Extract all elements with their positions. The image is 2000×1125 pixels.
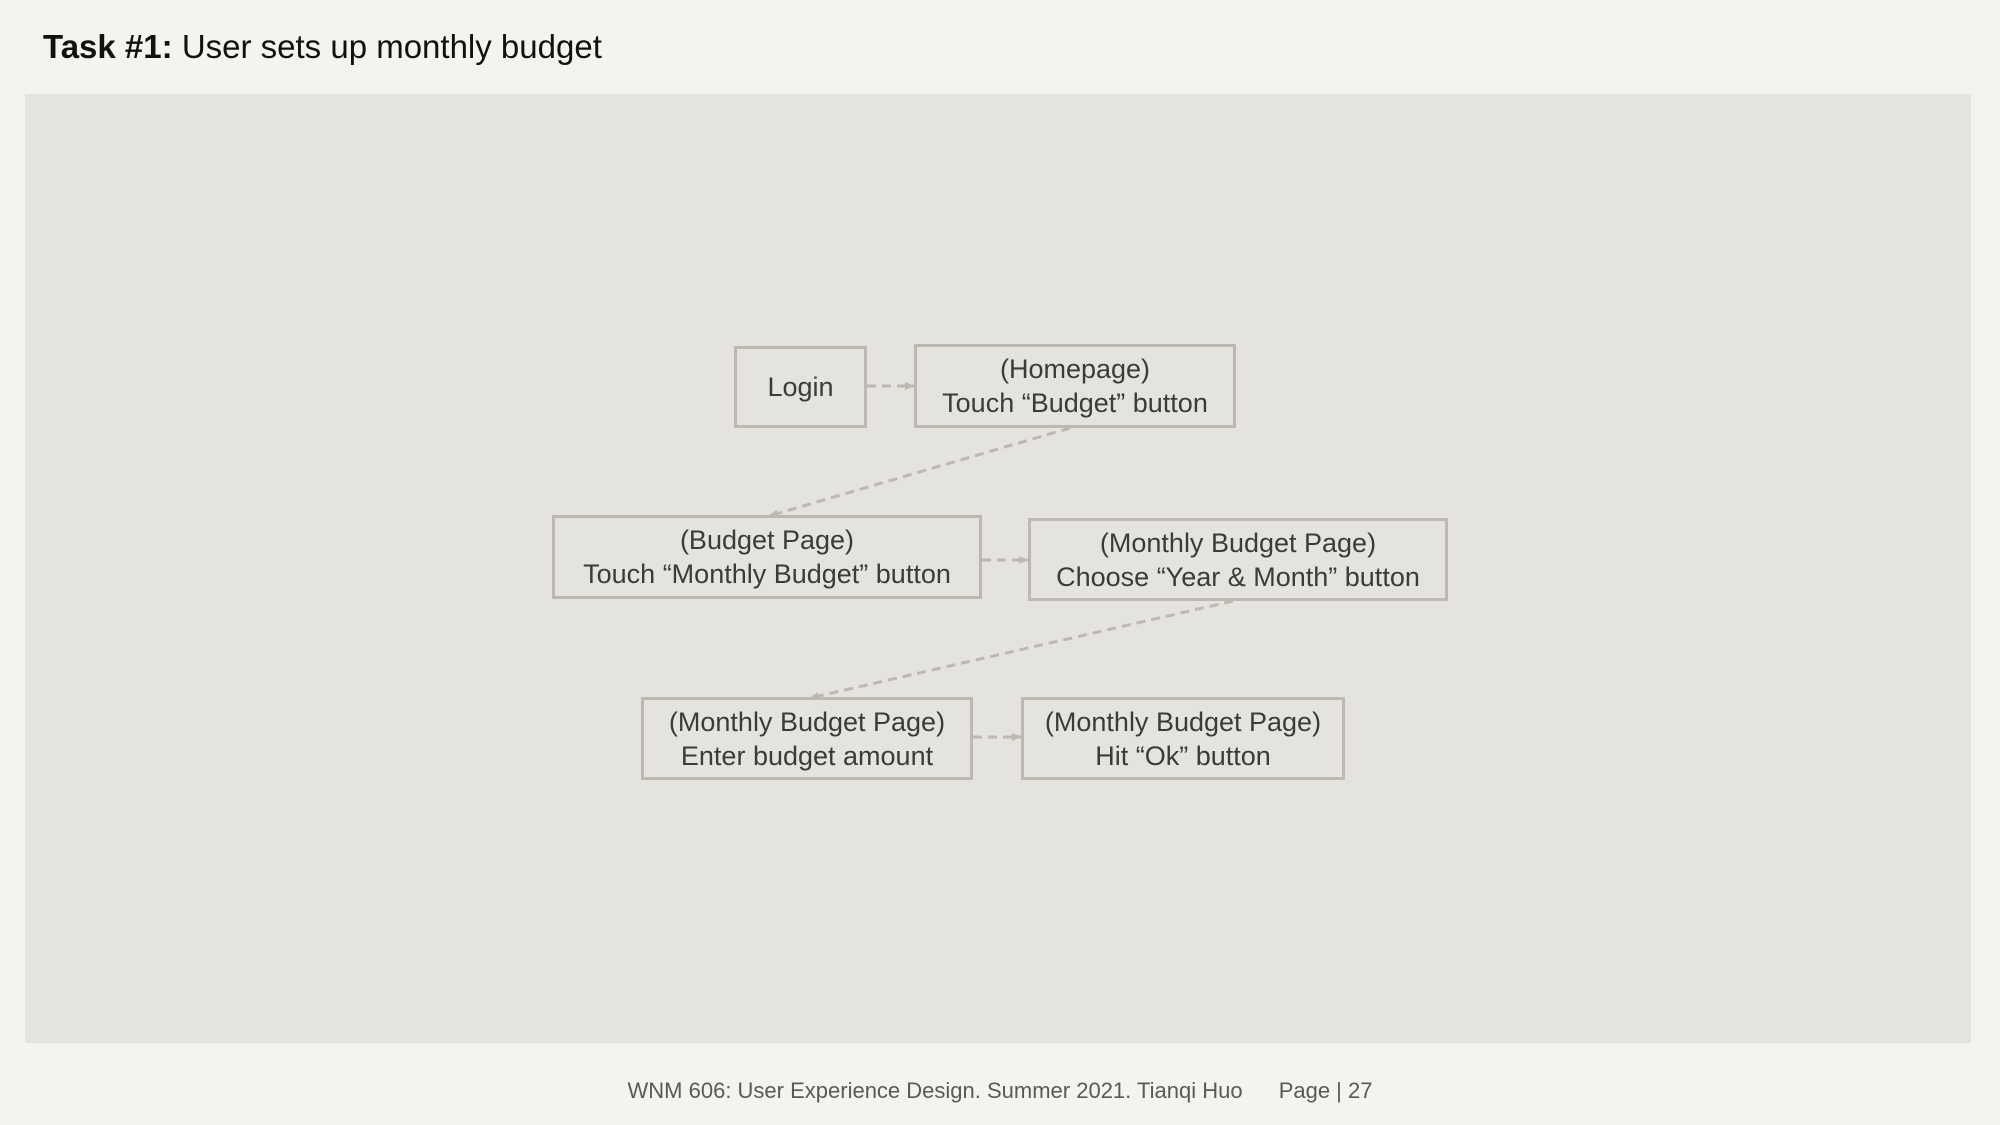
step-homepage: (Homepage) Touch “Budget” button: [914, 344, 1236, 428]
step-budget-page: (Budget Page) Touch “Monthly Budget” but…: [552, 515, 982, 599]
page-footer: WNM 606: User Experience Design. Summer …: [0, 1078, 2000, 1104]
step-monthly-enter-amount-action: Enter budget amount: [680, 740, 934, 771]
step-login: Login: [734, 346, 867, 428]
step-budget-page-screen: (Budget Page): [679, 525, 855, 555]
step-homepage-screen: (Homepage): [999, 354, 1151, 384]
page-title: Task #1: User sets up monthly budget: [43, 28, 602, 66]
footer-page-number: Page | 27: [1278, 1078, 1373, 1103]
step-monthly-enter-amount-screen: (Monthly Budget Page): [668, 706, 946, 737]
step-budget-page-action: Touch “Monthly Budget” button: [583, 559, 951, 589]
step-homepage-action: Touch “Budget” button: [942, 388, 1208, 418]
step-monthly-year-month: (Monthly Budget Page) Choose “Year & Mon…: [1028, 518, 1448, 601]
step-login-label: Login: [767, 372, 834, 402]
step-monthly-hit-ok: (Monthly Budget Page) Hit “Ok” button: [1021, 697, 1345, 780]
step-monthly-year-month-screen: (Monthly Budget Page): [1099, 527, 1377, 558]
task-number-label: Task #1:: [43, 28, 173, 65]
step-monthly-enter-amount: (Monthly Budget Page) Enter budget amoun…: [641, 697, 973, 780]
step-monthly-hit-ok-screen: (Monthly Budget Page): [1044, 706, 1322, 737]
step-monthly-year-month-action: Choose “Year & Month” button: [1056, 561, 1420, 592]
task-title: User sets up monthly budget: [181, 28, 602, 65]
diagram-panel: [25, 94, 1971, 1043]
step-monthly-hit-ok-action: Hit “Ok” button: [1095, 740, 1271, 771]
footer-course: WNM 606: User Experience Design. Summer …: [627, 1078, 1243, 1103]
